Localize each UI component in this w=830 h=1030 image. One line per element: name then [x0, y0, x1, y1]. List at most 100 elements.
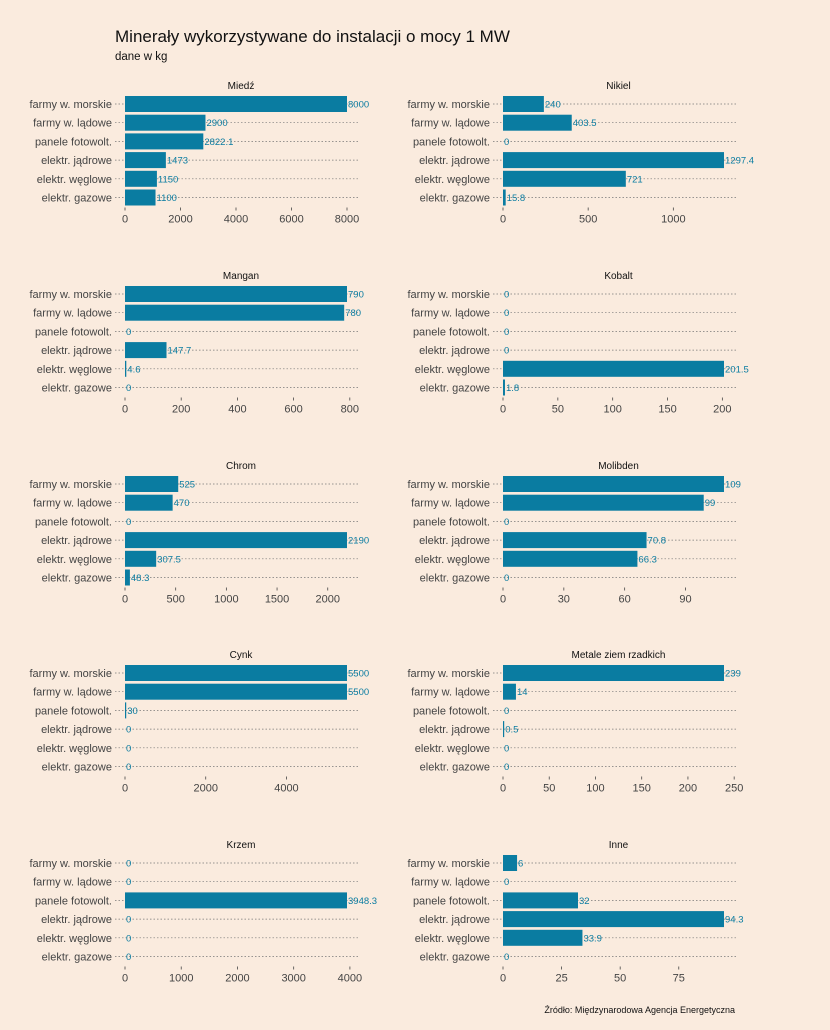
bar — [503, 360, 724, 377]
category-label: panele fotowolt. — [35, 705, 112, 717]
category-label: panele fotowolt. — [35, 326, 112, 338]
panel-2: Nikiel farmy w. morskie farmy w. lądowe pan… — [407, 81, 754, 226]
value-label: 32 — [579, 896, 590, 907]
x-tick-label: 0 — [500, 404, 506, 416]
x-tick-label: 100 — [586, 783, 604, 795]
value-label: 1100 — [157, 193, 177, 204]
x-tick-label: 0 — [500, 214, 506, 226]
value-label: 1.8 — [506, 383, 519, 394]
x-tick-label: 250 — [725, 783, 743, 795]
x-tick-label: 500 — [167, 594, 185, 606]
value-label: 15.8 — [507, 193, 526, 204]
panel-title: Inne — [609, 840, 629, 851]
x-tick-label: 4000 — [274, 783, 298, 795]
category-label: elektr. węglowe — [415, 554, 490, 566]
panel-title: Mangan — [223, 271, 259, 282]
category-label: farmy w. lądowe — [411, 498, 490, 510]
panel-10: Inne farmy w. morskie farmy w. lądowe panel… — [407, 840, 743, 985]
panel-8: Metale ziem rzadkich farmy w. morskie farm… — [407, 650, 743, 795]
value-label: 0 — [126, 762, 131, 773]
category-label: farmy w. lądowe — [33, 118, 112, 130]
category-label: panele fotowolt. — [413, 895, 490, 907]
chart-title: Minerały wykorzystywane do instalacji o … — [115, 27, 510, 46]
value-label: 0 — [126, 915, 131, 926]
category-label: elektr. węglowe — [415, 174, 490, 186]
x-tick-label: 30 — [558, 594, 570, 606]
category-label: farmy w. lądowe — [411, 877, 490, 889]
value-label: 0 — [504, 952, 509, 963]
x-tick-label: 200 — [713, 404, 731, 416]
x-tick-label: 1000 — [661, 214, 685, 226]
value-label: 99 — [705, 498, 716, 509]
value-label: 0 — [126, 859, 131, 870]
bar — [503, 929, 583, 946]
value-label: 4.6 — [127, 364, 140, 375]
bar — [503, 532, 647, 549]
x-tick-label: 0 — [122, 973, 128, 985]
bar — [503, 683, 516, 700]
category-label: farmy w. lądowe — [33, 308, 112, 320]
x-tick-label: 2000 — [193, 783, 217, 795]
bar — [125, 152, 166, 169]
category-label: farmy w. morskie — [29, 479, 112, 491]
category-label: elektr. gazowe — [42, 573, 112, 585]
x-tick-label: 0 — [500, 973, 506, 985]
value-label: 1473 — [167, 156, 188, 167]
bar — [125, 683, 347, 700]
category-label: farmy w. morskie — [29, 99, 112, 111]
value-label: 1297.4 — [725, 156, 754, 167]
value-label: 0 — [126, 952, 131, 963]
panel-title: Cynk — [230, 650, 254, 661]
category-label: farmy w. morskie — [407, 858, 490, 870]
bar — [125, 550, 157, 567]
x-tick-label: 4000 — [338, 973, 362, 985]
panel-title: Nikiel — [606, 81, 630, 92]
value-label: 0 — [126, 327, 131, 338]
bar — [503, 189, 506, 206]
bar — [125, 304, 345, 321]
x-tick-label: 25 — [555, 973, 567, 985]
x-tick-label: 200 — [172, 404, 190, 416]
panel-3: Mangan farmy w. morskie farmy w. lądowe pan… — [29, 271, 363, 416]
category-label: farmy w. lądowe — [33, 877, 112, 889]
x-tick-label: 0 — [122, 214, 128, 226]
category-label: panele fotowolt. — [35, 895, 112, 907]
bar — [503, 892, 578, 909]
x-tick-label: 90 — [679, 594, 691, 606]
bar — [503, 721, 505, 738]
x-tick-label: 0 — [122, 404, 128, 416]
value-label: 790 — [348, 290, 364, 301]
panel-7: Cynk farmy w. morskie farmy w. lądowe panel… — [29, 650, 369, 795]
value-label: 780 — [345, 308, 361, 319]
value-label: 0 — [126, 725, 131, 736]
category-label: farmy w. lądowe — [411, 687, 490, 699]
category-label: panele fotowolt. — [413, 705, 490, 717]
bar — [125, 892, 347, 909]
category-label: panele fotowolt. — [35, 516, 112, 528]
value-label: 525 — [179, 480, 195, 491]
value-label: 0 — [126, 517, 131, 528]
source-note: Źródło: Międzynarodowa Agencja Energetyc… — [544, 1005, 735, 1015]
category-label: elektr. gazowe — [420, 193, 490, 205]
bar — [125, 702, 127, 719]
bar — [503, 114, 572, 131]
value-label: 0 — [504, 346, 509, 357]
category-label: panele fotowolt. — [35, 136, 112, 148]
x-tick-label: 0 — [122, 783, 128, 795]
bar — [125, 665, 347, 681]
value-label: 1150 — [158, 174, 178, 185]
category-label: farmy w. morskie — [407, 99, 490, 111]
value-label: 109 — [725, 480, 741, 491]
x-tick-label: 50 — [552, 404, 564, 416]
panel-title: Miedź — [228, 81, 255, 92]
x-tick-label: 800 — [341, 404, 359, 416]
value-label: 2900 — [206, 118, 227, 129]
bar — [125, 96, 347, 112]
category-label: elektr. węglowe — [415, 743, 490, 755]
bar — [125, 494, 173, 511]
bar — [503, 379, 505, 396]
value-label: 0 — [504, 137, 509, 148]
category-label: elektr. jądrowe — [41, 535, 112, 547]
panel-title: Kobalt — [604, 271, 633, 282]
